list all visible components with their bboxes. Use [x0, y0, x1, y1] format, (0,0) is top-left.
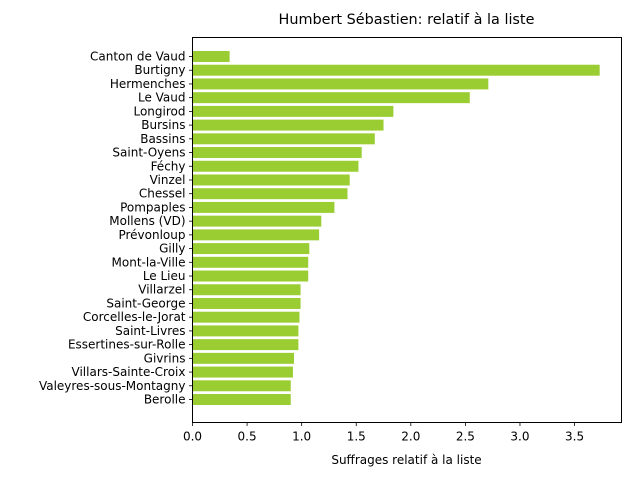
bar: [192, 105, 394, 117]
bar: [192, 78, 489, 90]
x-tick-label: 3.5: [565, 430, 584, 444]
y-tick-label: Gilly: [159, 242, 185, 256]
y-tick-label: Corcelles-le-Jorat: [83, 310, 186, 324]
bar: [192, 160, 359, 172]
bar: [192, 133, 375, 145]
x-tick-label: 1.5: [347, 430, 366, 444]
y-tick-label: Hermenches: [110, 77, 186, 91]
y-tick-label: Saint-George: [106, 296, 185, 310]
bar: [192, 311, 300, 323]
bar: [192, 339, 299, 351]
y-tick-label: Prévonloup: [118, 228, 185, 242]
y-tick-label: Pompaples: [120, 200, 185, 214]
x-tick-label: 1.0: [292, 430, 311, 444]
y-tick-label: Villarzel: [138, 283, 185, 297]
y-tick-label: Canton de Vaud: [90, 50, 185, 64]
y-tick-label: Burtigny: [134, 63, 185, 77]
bar: [192, 297, 301, 309]
bar: [192, 394, 291, 405]
bar: [192, 51, 230, 62]
x-tick-label: 3.0: [510, 430, 529, 444]
x-tick-label: 2.5: [456, 430, 475, 444]
y-tick-label: Bursins: [141, 118, 185, 132]
bar: [192, 352, 295, 364]
bar: [192, 366, 293, 378]
y-tick-label: Valeyres-sous-Montagny: [39, 379, 186, 393]
x-axis-ticks: 0.0 0.5 1.0 1.5 2.0 2.5 3.0 3.5: [183, 422, 584, 444]
y-tick-label: Essertines-sur-Rolle: [68, 338, 186, 352]
y-tick-label: Féchy: [151, 159, 186, 173]
bar: [192, 64, 600, 76]
bar: [192, 201, 335, 213]
x-axis-label: Suffrages relatif à la liste: [331, 453, 481, 467]
y-tick-label: Givrins: [144, 351, 186, 365]
x-tick-label: 0.0: [183, 430, 202, 444]
y-tick-label: Le Lieu: [143, 269, 186, 283]
y-tick-label: Le Vaud: [138, 91, 186, 105]
y-tick-label: Saint-Livres: [115, 324, 185, 338]
bar: [192, 229, 320, 241]
y-tick-label: Saint-Oyens: [112, 146, 185, 160]
bar: [192, 215, 322, 227]
bar: [192, 284, 301, 296]
plot-frame: [192, 37, 622, 423]
bar: [192, 188, 348, 200]
x-tick-label: 2.0: [401, 430, 420, 444]
bar: [192, 270, 309, 282]
y-tick-label: Vinzel: [150, 173, 186, 187]
y-tick-label: Mollens (VD): [109, 214, 185, 228]
y-tick-label: Longirod: [133, 104, 185, 118]
bar: [192, 119, 384, 131]
bar: [192, 92, 470, 104]
bars-group: [192, 51, 600, 405]
y-tick-label: Chessel: [139, 187, 186, 201]
bar: [192, 147, 362, 159]
y-tick-label: Berolle: [144, 393, 186, 407]
bar: [192, 325, 299, 337]
y-tick-label: Villars-Sainte-Croix: [72, 365, 186, 379]
bar: [192, 243, 310, 255]
bar: [192, 174, 350, 186]
y-tick-label: Mont-la-Ville: [112, 255, 186, 269]
bar: [192, 256, 309, 268]
x-tick-label: 0.5: [238, 430, 257, 444]
y-tick-label: Bassins: [140, 132, 185, 146]
bar: [192, 380, 291, 392]
chart-title: Humbert Sébastien: relatif à la liste: [279, 12, 535, 28]
